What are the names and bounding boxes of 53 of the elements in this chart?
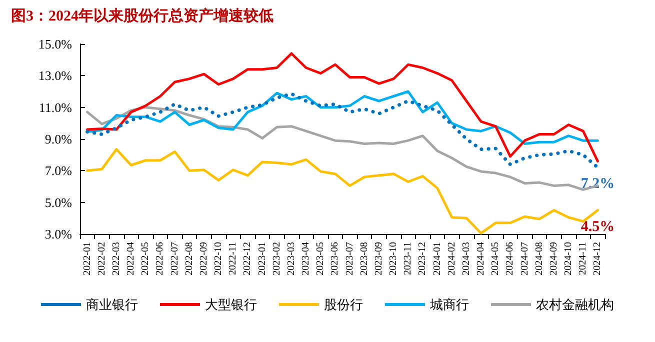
x-tick-label: 2024-05 <box>490 242 502 276</box>
x-tick-label: 2024-01 <box>432 242 443 276</box>
x-tick-label: 2023-07 <box>344 242 356 276</box>
x-tick-label: 2023-01 <box>256 242 268 276</box>
y-tick-label: 3.0% <box>44 226 72 242</box>
x-tick-label: 2022-08 <box>184 242 195 276</box>
x-tick-label: 2023-04 <box>300 242 312 276</box>
x-tick-label: 2024-04 <box>476 242 487 276</box>
x-tick-label: 2022-07 <box>169 242 180 276</box>
x-tick-label: 2022-12 <box>242 242 254 276</box>
x-tick-label: 2024-08 <box>534 242 545 276</box>
x-tick-label: 2024-07 <box>519 242 530 276</box>
x-tick-label: 2023-02 <box>271 242 282 276</box>
x-tick-label: 2024-03 <box>460 242 472 276</box>
y-tick-label: 7.0% <box>44 163 72 178</box>
annotation: 4.5% <box>580 218 615 235</box>
x-tick-label: 2023-03 <box>286 242 297 276</box>
x-tick-label: 2024-11 <box>578 242 589 275</box>
x-tick-label: 2024-02 <box>446 242 458 276</box>
x-tick-label: 2023-05 <box>315 242 326 276</box>
y-tick-label: 5.0% <box>44 194 72 210</box>
legend-label: 城商行 <box>429 297 469 312</box>
x-tick-label: 2023-08 <box>358 242 370 276</box>
x-tick-label: 2022-05 <box>140 242 152 276</box>
y-tick-label: 15.0% <box>38 36 72 52</box>
y-tick-label: 13.0% <box>38 68 72 84</box>
x-tick-label: 2023-11 <box>402 242 414 275</box>
x-tick-label: 2022-04 <box>126 242 137 276</box>
x-tick-label: 2023-12 <box>417 242 428 276</box>
x-tick-label: 2024-10 <box>563 242 574 276</box>
y-tick-label: 9.0% <box>44 132 72 146</box>
x-tick-label: 2022-10 <box>213 242 224 276</box>
chart-title: 图3：2024年以来股份行总资产增速较低 <box>11 8 274 24</box>
x-tick-label: 2024-09 <box>548 242 560 276</box>
legend-label: 农村金融机构 <box>536 297 614 312</box>
x-tick-label: 2022-02 <box>96 242 108 276</box>
legend-label: 股份行 <box>324 297 363 312</box>
legend-label: 商业银行 <box>86 297 138 312</box>
x-tick-label: 2022-01 <box>82 242 93 276</box>
x-tick-label: 2024-06 <box>504 242 516 276</box>
line-series <box>86 52 599 162</box>
legend-label: 大型银行 <box>205 297 257 312</box>
line-series <box>86 92 600 170</box>
x-tick-label: 2022-11 <box>228 242 239 275</box>
line-series <box>86 90 599 145</box>
x-tick-label: 2024-12 <box>592 242 604 276</box>
x-tick-label: 2023-06 <box>330 242 341 276</box>
x-tick-label: 2022-06 <box>154 242 166 276</box>
y-tick-label: 11.0% <box>38 100 72 115</box>
x-tick-label: 2023-10 <box>388 242 400 276</box>
x-tick-label: 2022-09 <box>198 242 210 276</box>
x-tick-label: 2023-09 <box>373 242 384 276</box>
x-tick-label: 2022-03 <box>110 242 122 276</box>
